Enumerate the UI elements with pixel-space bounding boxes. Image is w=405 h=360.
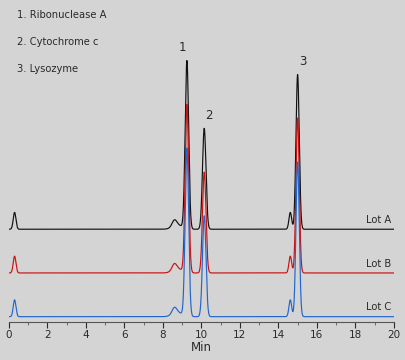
Text: 2. Cytochrome c: 2. Cytochrome c — [17, 37, 98, 47]
Text: 3. Lysozyme: 3. Lysozyme — [17, 64, 77, 74]
Text: 1. Ribonuclease A: 1. Ribonuclease A — [17, 10, 106, 20]
Text: 3: 3 — [298, 55, 306, 68]
Text: 2: 2 — [204, 109, 212, 122]
X-axis label: Min: Min — [190, 341, 211, 355]
Text: Lot A: Lot A — [365, 215, 390, 225]
Text: 1: 1 — [179, 41, 186, 54]
Text: Lot C: Lot C — [365, 302, 390, 312]
Text: Lot B: Lot B — [365, 259, 390, 269]
